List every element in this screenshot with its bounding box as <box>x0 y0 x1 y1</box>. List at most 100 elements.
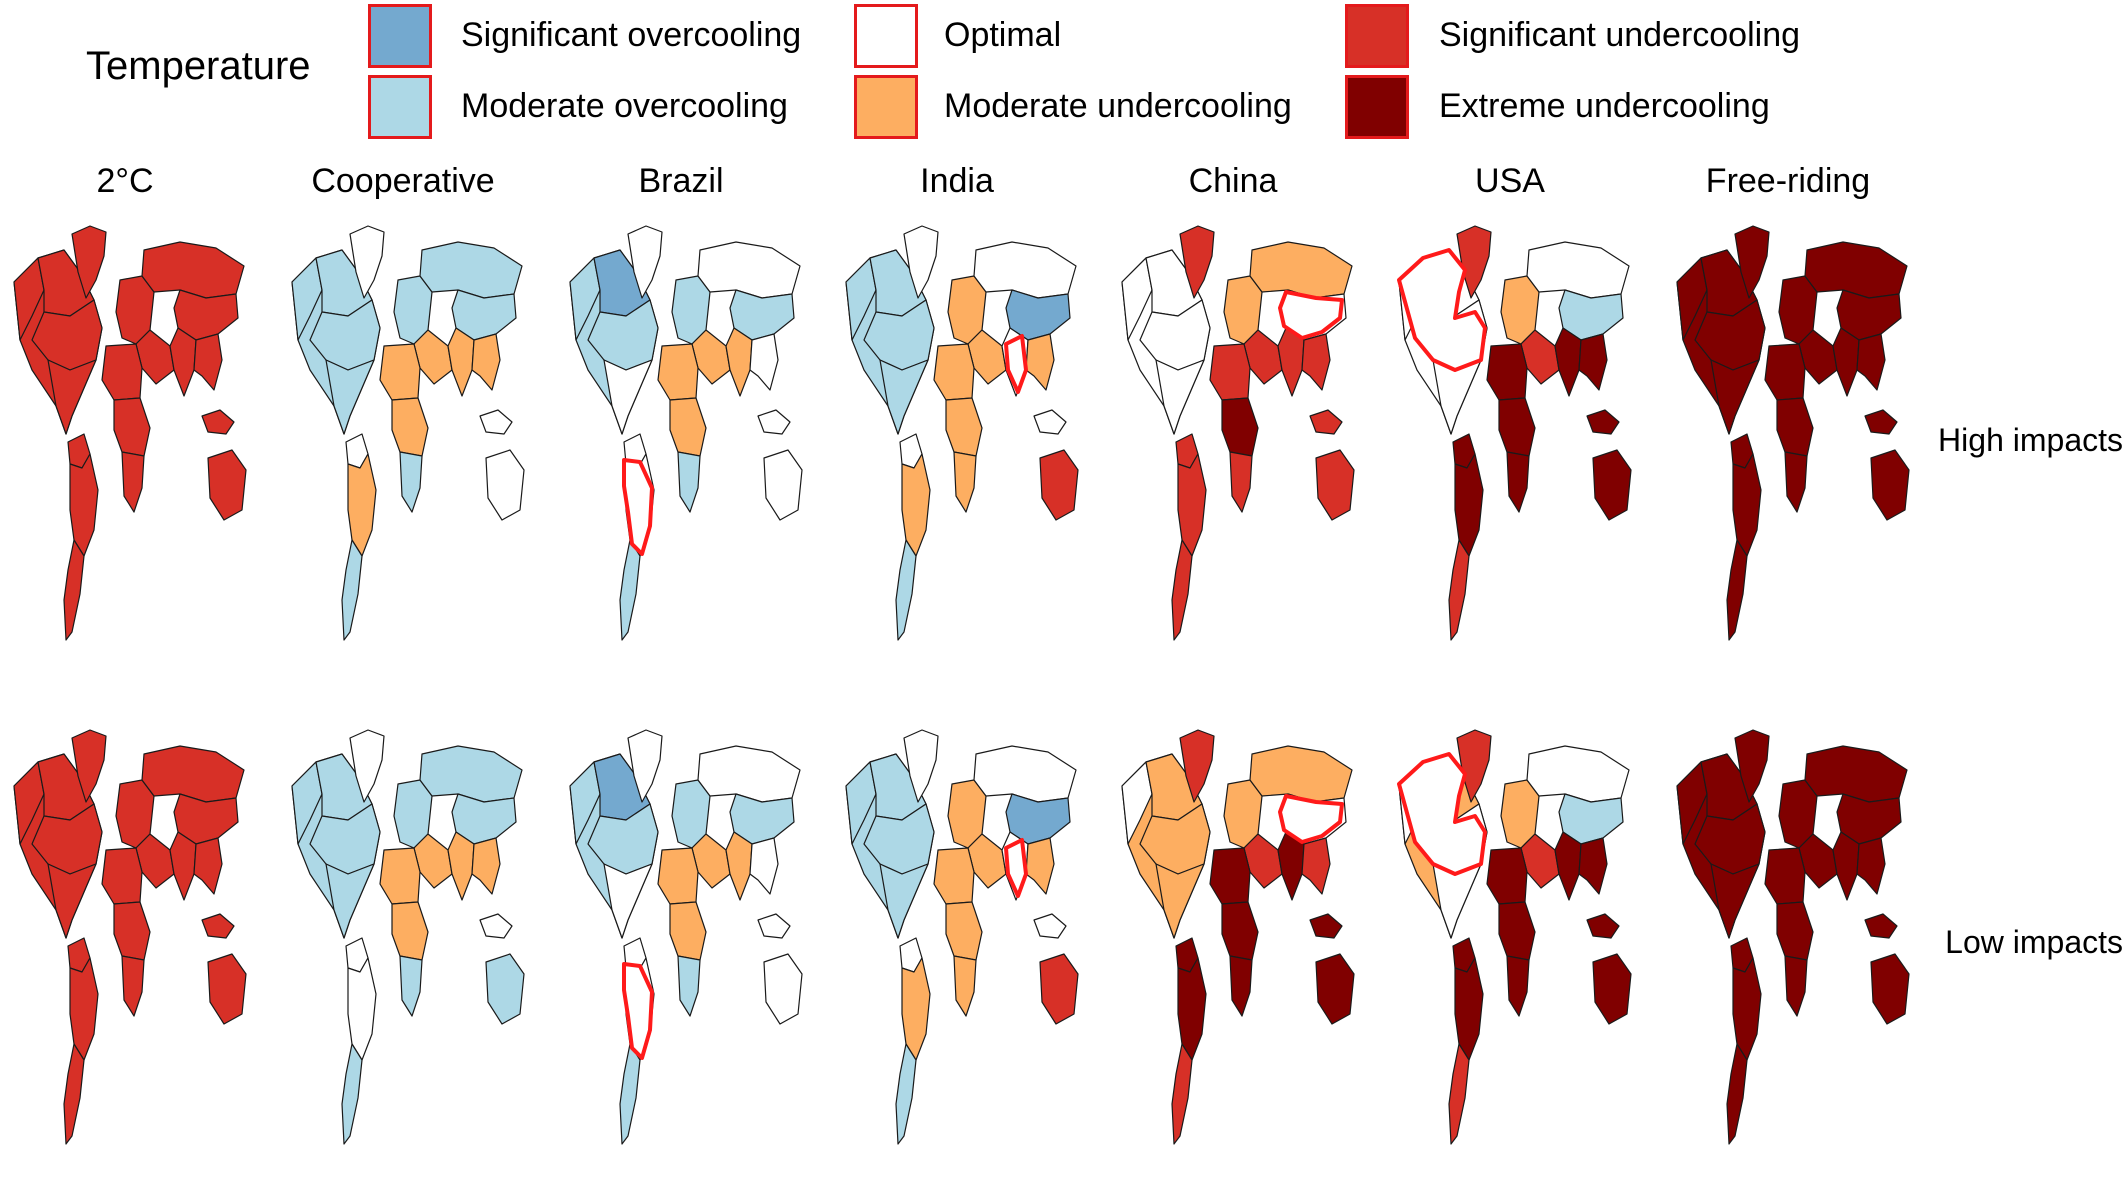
region-africa_s <box>953 451 977 513</box>
region-indonesia <box>479 913 513 939</box>
region-india <box>447 327 475 397</box>
region-india <box>169 831 197 901</box>
region-seasia <box>471 333 501 391</box>
region-mexico <box>1155 863 1205 939</box>
region-seasia <box>1301 837 1331 895</box>
column-title-2c: 2°C <box>96 162 154 200</box>
region-sa_south <box>1726 1043 1748 1145</box>
region-indonesia <box>1864 913 1898 939</box>
region-australia <box>1592 449 1632 521</box>
region-russia <box>1249 241 1353 299</box>
map-panel-0-2 <box>569 225 803 641</box>
region-sa_south <box>1171 539 1193 641</box>
region-africa_c <box>1776 901 1814 961</box>
region-africa_n <box>1486 343 1528 401</box>
region-brazil <box>901 957 931 1061</box>
region-alaska <box>13 761 45 845</box>
highlight-outline-india <box>1004 838 1028 898</box>
region-africa_c <box>945 901 983 961</box>
region-russia <box>1804 745 1908 803</box>
map-panel-1-2 <box>569 729 803 1145</box>
region-africa_s <box>1784 451 1808 513</box>
highlight-outline-usa <box>1397 752 1487 876</box>
region-indonesia <box>1033 409 1067 435</box>
legend-label-moderate-undercooling: Moderate undercooling <box>944 87 1292 125</box>
region-africa_n <box>1486 847 1528 905</box>
region-africa_c <box>1498 397 1536 457</box>
region-africa_n <box>1764 343 1806 401</box>
region-africa_n <box>657 343 699 401</box>
column-title-brazil: Brazil <box>638 162 724 200</box>
region-mexico <box>47 359 97 435</box>
legend-title: Temperature <box>86 44 311 88</box>
region-africa_n <box>1209 343 1251 401</box>
region-australia <box>1592 953 1632 1025</box>
region-seasia <box>1578 837 1608 895</box>
region-russia <box>697 745 801 803</box>
region-africa_s <box>1784 955 1808 1017</box>
region-seasia <box>1856 333 1886 391</box>
legend-label-extreme-undercooling: Extreme undercooling <box>1439 87 1770 125</box>
legend-swatch-optimal <box>854 4 918 68</box>
region-australia <box>1870 953 1910 1025</box>
region-africa_n <box>1209 847 1251 905</box>
region-indonesia <box>1309 409 1343 435</box>
region-africa_c <box>1776 397 1814 457</box>
region-india <box>1554 327 1582 397</box>
region-brazil <box>1177 453 1207 557</box>
region-africa_n <box>101 847 143 905</box>
region-seasia <box>193 333 223 391</box>
region-africa_c <box>391 397 429 457</box>
region-mexico <box>325 863 375 939</box>
region-greenland <box>1734 729 1770 803</box>
region-indonesia <box>757 913 791 939</box>
region-seasia <box>1301 333 1331 391</box>
region-alaska <box>291 761 323 845</box>
region-africa_c <box>1221 901 1259 961</box>
region-australia <box>1870 449 1910 521</box>
region-africa_s <box>1229 451 1253 513</box>
region-africa_c <box>113 397 151 457</box>
column-title-free-riding: Free-riding <box>1705 162 1871 200</box>
region-russia <box>419 745 523 803</box>
legend-label-significant-overcooling: Significant overcooling <box>461 16 802 54</box>
region-alaska <box>569 257 601 341</box>
region-russia <box>419 241 523 299</box>
region-mexico <box>603 359 653 435</box>
region-greenland <box>349 225 385 299</box>
region-alaska <box>291 257 323 341</box>
map-panel-1-1 <box>291 729 525 1145</box>
region-india <box>1554 831 1582 901</box>
region-alaska <box>1676 257 1708 341</box>
region-africa_n <box>657 847 699 905</box>
region-india <box>725 831 753 901</box>
region-seasia <box>1856 837 1886 895</box>
region-greenland <box>71 729 107 803</box>
region-africa_s <box>1506 451 1530 513</box>
region-africa_s <box>677 451 701 513</box>
region-seasia <box>193 837 223 895</box>
map-panel-1-6 <box>1676 729 1910 1145</box>
region-mexico <box>879 359 929 435</box>
map-panel-0-6 <box>1676 225 1910 641</box>
highlight-outline-brazil <box>622 458 654 556</box>
legend-label-significant-undercooling: Significant undercooling <box>1439 16 1801 54</box>
region-alaska <box>13 257 45 341</box>
region-indonesia <box>201 913 235 939</box>
region-mexico <box>879 863 929 939</box>
column-title-usa: USA <box>1475 162 1545 200</box>
region-greenland <box>1179 225 1215 299</box>
region-brazil <box>1732 453 1762 557</box>
region-australia <box>763 449 803 521</box>
region-africa_c <box>1221 397 1259 457</box>
region-sa_south <box>619 539 641 641</box>
map-panel-0-3 <box>845 225 1079 641</box>
region-russia <box>1526 745 1630 803</box>
legend-swatch-moderate-overcooling <box>368 75 432 139</box>
region-sa_south <box>1171 1043 1193 1145</box>
region-africa_s <box>677 955 701 1017</box>
legend-swatch-moderate-undercooling <box>854 75 918 139</box>
region-india <box>725 327 753 397</box>
region-mexico <box>1710 863 1760 939</box>
highlight-outline-china <box>1278 794 1344 844</box>
